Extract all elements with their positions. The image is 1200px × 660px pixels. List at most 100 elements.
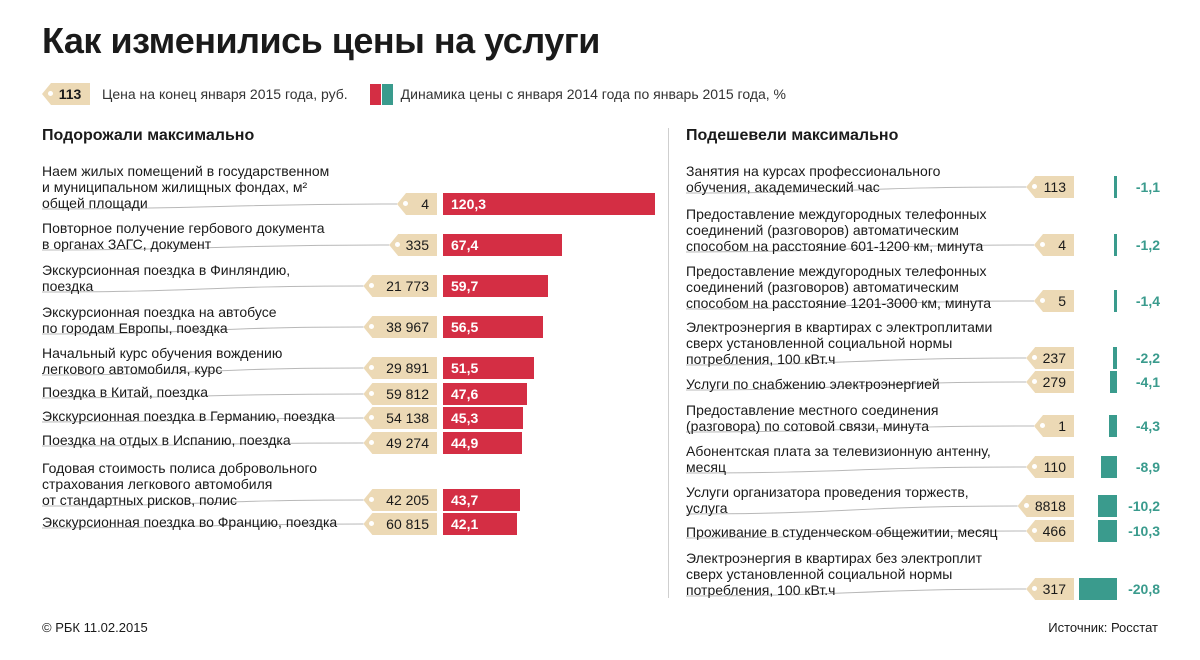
right-change-bar [1098,495,1117,517]
right-price-tag: 5 [1034,290,1074,312]
right-price-tag: 113 [1026,176,1074,198]
left-change-bar: 43,7 [443,489,520,511]
right-change-value: -1,4 [1135,293,1160,309]
right-connector-line [685,530,1027,539]
right-row-label: Услуги организатора проведения торжеств,… [686,484,969,516]
right-change-bar [1114,234,1117,256]
legend-red-swatch [369,83,381,105]
left-change-bar: 45,3 [443,407,523,429]
right-change-value: -1,1 [1135,179,1160,195]
right-change-bar [1109,415,1117,437]
right-change-bar [1114,176,1117,198]
right-row-label: Предоставление междугородных телефонных … [686,206,987,254]
left-row-label: Повторное получение гербового документа … [42,220,325,252]
right-change-bar [1109,371,1117,393]
page-title: Как изменились цены на услуги [42,20,600,61]
left-price-tag: 335 [389,234,437,256]
right-change-value: -4,1 [1135,374,1160,390]
left-change-bar: 44,9 [443,432,523,454]
right-price-tag: 110 [1026,456,1074,478]
left-connector-line [41,393,364,399]
left-connector-line [41,203,398,210]
right-change-value: -8,9 [1135,459,1160,475]
left-row-label: Экскурсионная поездка в Германию, поездк… [42,408,335,424]
right-row-label: Абонентская плата за телевизионную антен… [686,443,991,475]
right-change-value: -10,3 [1128,523,1160,539]
left-price-tag: 59 812 [363,383,437,405]
left-price-tag: 49 274 [363,432,437,454]
left-connector-line [41,523,364,529]
left-row-label: Экскурсионная поездка на автобусе по гор… [42,304,277,336]
copyright: © РБК 11.02.2015 [42,620,148,635]
left-price-tag: 29 891 [363,357,437,379]
right-connector-line [685,357,1027,366]
legend-price-label: Цена на конец января 2015 года, руб. [102,86,348,102]
right-connector-line [685,466,1027,474]
left-change-bar: 67,4 [443,234,562,256]
left-row-label: Наем жилых помещений в государственном и… [42,163,330,211]
right-connector-line [685,505,1018,515]
right-connector-line [685,425,1035,433]
right-change-value: -4,3 [1135,418,1160,434]
left-change-bar: 42,1 [443,513,518,535]
legend-change-label: Динамика цены с января 2014 года по янва… [400,86,786,102]
right-connector-line [685,244,1035,253]
right-connector-line [685,186,1027,194]
left-row-label: Годовая стоимость полиса добровольного с… [42,460,318,508]
left-connector-line [41,367,364,376]
right-change-value: -20,8 [1128,581,1160,597]
right-change-value: -2,2 [1135,350,1160,366]
left-change-bar: 120,3 [443,193,655,215]
right-price-tag: 8818 [1017,495,1074,517]
source-name: Росстат [1110,620,1158,635]
source-prefix: Источник: [1048,620,1111,635]
legend: 113 Цена на конец января 2015 года, руб.… [42,82,786,106]
left-connector-line [41,499,364,507]
left-row-label: Поездка на отдых в Испанию, поездка [42,432,291,448]
right-row-label: Электроэнергия в квартирах без электропл… [686,550,983,598]
left-row-label: Поездка в Китай, поездка [42,384,209,400]
right-connector-line [685,381,1027,391]
left-connector-line [41,417,364,423]
right-row-label: Предоставление местного соединения (разг… [686,402,939,434]
right-connector-line [685,588,1027,597]
right-row-label: Проживание в студенческом общежитии, мес… [686,524,998,540]
right-price-tag: 4 [1034,234,1074,256]
right-change-bar [1098,520,1117,542]
right-row-label: Предоставление междугородных телефонных … [686,263,992,311]
left-connector-line [41,244,390,251]
left-change-bar: 56,5 [443,316,543,338]
right-change-bar [1100,456,1117,478]
right-price-tag: 466 [1026,520,1074,542]
left-row-label: Начальный курс обучения вождению легково… [42,345,283,377]
right-change-value: -1,2 [1135,237,1160,253]
right-row-label: Занятия на курсах профессионального обуч… [686,163,941,195]
right-change-bar [1114,290,1117,312]
right-connector-line [685,300,1035,310]
right-row-label: Электроэнергия в квартирах с электроплит… [686,319,993,367]
right-price-tag: 1 [1034,415,1074,437]
left-price-tag: 60 815 [363,513,437,535]
left-connector-line [41,326,364,335]
right-price-tag: 237 [1026,347,1074,369]
left-price-tag: 54 138 [363,407,437,429]
legend-green-swatch [381,83,393,105]
left-change-bar: 47,6 [443,383,527,405]
left-change-bar: 59,7 [443,275,549,297]
left-row-label: Экскурсионная поездка в Финляндию, поезд… [42,262,291,294]
left-section-title: Подорожали максимально [42,127,255,144]
right-change-bar [1112,347,1117,369]
left-row-label: Экскурсионная поездка во Францию, поездк… [42,514,338,530]
left-connector-line [41,442,364,447]
left-price-tag: 38 967 [363,316,437,338]
left-change-bar: 51,5 [443,357,534,379]
right-price-tag: 279 [1026,371,1074,393]
right-section-title: Подешевели максимально [686,127,899,144]
right-change-value: -10,2 [1128,498,1160,514]
left-price-tag: 42 205 [363,489,437,511]
column-divider [668,128,669,598]
legend-price-tag: 113 [42,83,90,105]
right-change-bar [1079,578,1117,600]
left-price-tag: 4 [397,193,437,215]
